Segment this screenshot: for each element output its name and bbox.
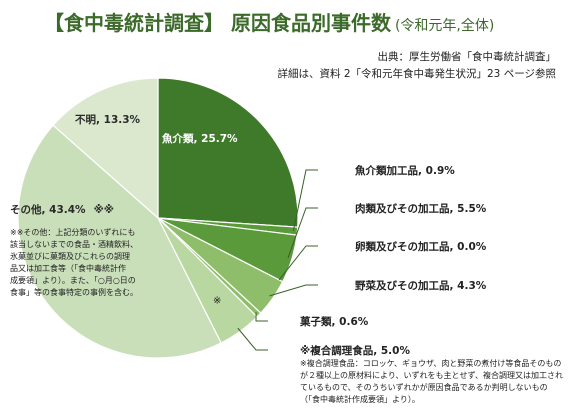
title-main: 【食中毒統計調査】 原因食品別事件数 bbox=[44, 11, 391, 35]
composite-note-line: ※複合調理食品：コロッケ、ギョウザ、肉と野菜の煮付け等食品そのもの bbox=[300, 358, 561, 368]
pie-slices bbox=[17, 77, 299, 359]
pie-slice bbox=[157, 77, 299, 228]
other-note-line: 品又は加工食等（「食中毒統計作 bbox=[10, 263, 126, 273]
leader-line bbox=[269, 284, 318, 297]
slice-data-label: 菓子類, 0.6% bbox=[299, 315, 369, 328]
leader-line bbox=[237, 327, 268, 351]
title-subtitle: (令和元年,全体) bbox=[394, 18, 495, 34]
composite-note-line: ているもので、そのうちいずれかが原因食品であるか判明しないもの bbox=[300, 382, 548, 392]
pie-slice bbox=[17, 124, 222, 359]
other-note-line: 成要領」より）。また、「○月○日の bbox=[10, 275, 136, 285]
slice-data-label: 魚介類加工品, 0.9% bbox=[355, 164, 455, 177]
leader-line bbox=[278, 245, 318, 281]
slice-data-label: その他, 43.4% ※※ bbox=[10, 203, 114, 216]
composite-note-line: が２種以上の原材料により、いずれをも主とせず、複合調理又は加工され bbox=[300, 370, 563, 380]
slice-data-label: 肉類及びその加工品, 5.5% bbox=[355, 202, 487, 215]
leader-lines bbox=[237, 169, 318, 351]
slice-data-label: 不明, 13.3% bbox=[75, 114, 141, 126]
slice-labels: 魚介類, 25.7% その他, 43.4% ※※ 不明, 13.3% 魚介類加工品, 0… bbox=[10, 114, 487, 357]
composite-marker: ※ bbox=[213, 296, 221, 307]
slice-data-label: ※複合調理食品, 5.0% bbox=[300, 344, 410, 357]
composite-note-line: （「食中毒統計作成要領」より）。 bbox=[300, 394, 420, 404]
slice-data-label: 卵類及びその加工品, 0.0% bbox=[355, 240, 487, 253]
other-note-line: 氷菓並びに菓類及びこれらの調理 bbox=[10, 251, 130, 261]
slice-data-label: 魚介類, 25.7% bbox=[162, 132, 238, 145]
other-note-line: 該当しないまでの食品・酒精飲料、 bbox=[10, 239, 138, 249]
other-marker: ※※ bbox=[94, 204, 114, 216]
slice-data-label: 野菜及びその加工品, 4.3% bbox=[355, 279, 487, 292]
chart-title: 【食中毒統計調査】 原因食品別事件数 (令和元年,全体) bbox=[44, 6, 494, 43]
footnotes: ※※その他：上記分類のいずれにも該当しないまでの食品・酒精飲料、氷菓並びに菓類及… bbox=[10, 227, 563, 404]
source-citation: 出典：厚生労働省「食中毒統計調査」 bbox=[377, 51, 557, 63]
other-note-line: 食事」等の食事特定の事例を含む。 bbox=[10, 287, 138, 297]
other-note-line: ※※その他：上記分類のいずれにも bbox=[10, 227, 135, 237]
leader-line bbox=[292, 169, 318, 231]
leader-line bbox=[255, 312, 268, 322]
leader-line bbox=[287, 207, 318, 259]
source-detail: 詳細は、資料 2「令和元年食中毒発生状況」23 ページ参照 bbox=[277, 68, 556, 80]
pie-slice bbox=[52, 77, 159, 220]
